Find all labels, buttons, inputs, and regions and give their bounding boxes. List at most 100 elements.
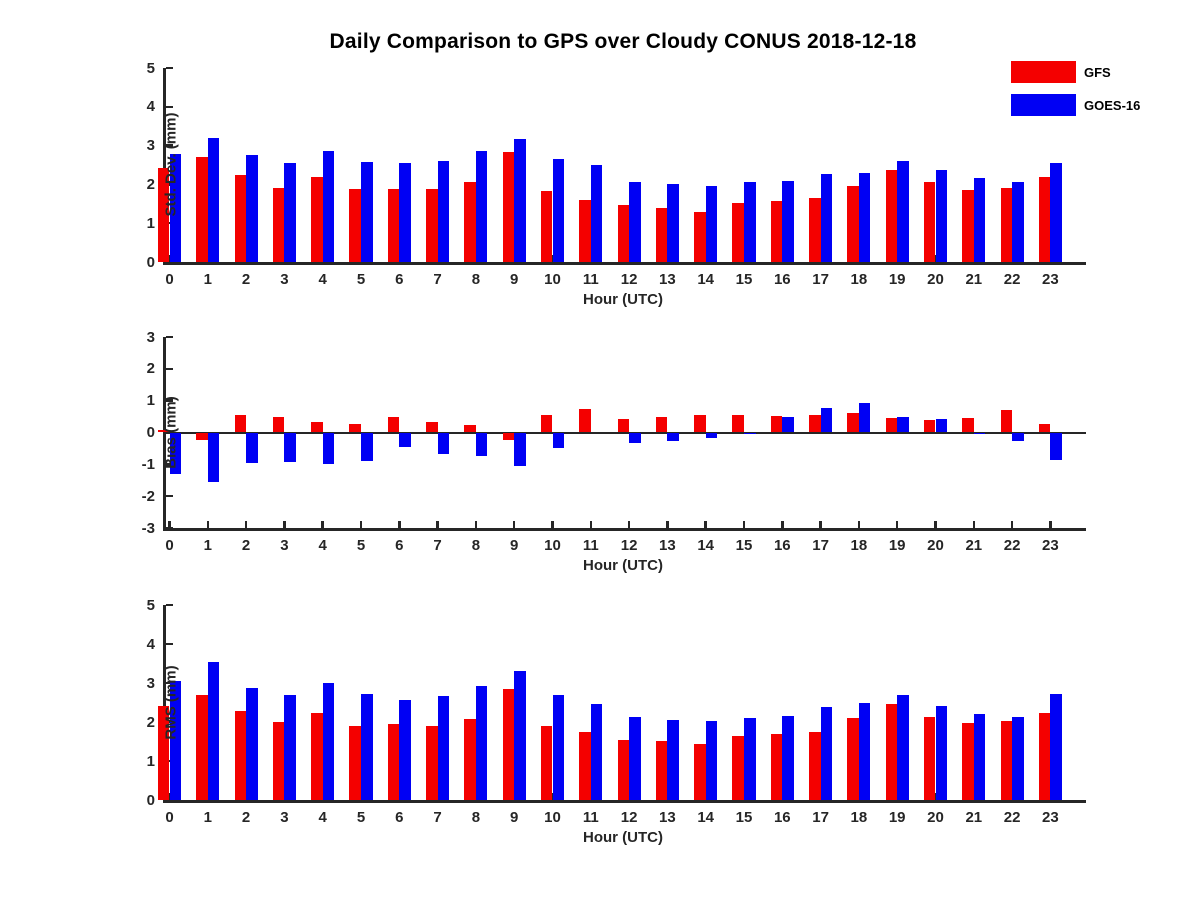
x-tick-mark <box>206 521 210 528</box>
bar-goes16-hour-21 <box>973 432 986 435</box>
bar-goes16-hour-19 <box>897 161 909 262</box>
bar-gfs-hour-10 <box>540 414 553 433</box>
x-tick-label: 19 <box>888 809 906 826</box>
bar-gfs-hour-0 <box>157 167 170 262</box>
bar-gfs-hour-5 <box>349 725 361 800</box>
bar-gfs-hour-4 <box>311 177 323 262</box>
x-tick-mark <box>742 255 746 262</box>
x-tick-mark <box>934 255 937 262</box>
x-tick-mark <box>819 255 822 262</box>
bar-gfs-hour-21 <box>962 189 974 262</box>
x-tick-mark <box>895 521 899 528</box>
bar-goes16-hour-12 <box>629 181 641 262</box>
legend-item-goes16: GOES-16 <box>1011 94 1140 116</box>
bar-goes16-hour-7 <box>437 432 450 454</box>
x-tick-mark <box>1010 255 1014 262</box>
bar-gfs-hour-20 <box>923 716 936 800</box>
x-tick-mark <box>512 255 516 262</box>
bar-goes16-hour-21 <box>973 177 986 262</box>
bar-gfs-hour-16 <box>770 734 783 800</box>
x-tick-mark <box>512 521 516 528</box>
bar-goes16-hour-23 <box>1050 693 1062 800</box>
bar-goes16-hour-1 <box>207 661 220 800</box>
y-tick-label: 1 <box>146 752 155 770</box>
bar-gfs-hour-23 <box>1038 176 1051 262</box>
bar-gfs-hour-9 <box>502 689 515 800</box>
bar-goes16-hour-11 <box>590 165 603 262</box>
y-axis-spine <box>163 68 166 265</box>
bar-gfs-hour-17 <box>809 414 821 433</box>
x-tick-mark <box>819 793 822 800</box>
bar-goes16-hour-8 <box>475 151 488 262</box>
x-tick-label: 3 <box>280 809 289 826</box>
y-tick-mark <box>165 526 173 530</box>
x-tick-label: 13 <box>659 537 676 554</box>
bar-gfs-hour-21 <box>962 723 974 800</box>
x-tick-mark <box>589 793 593 800</box>
x-tick-mark <box>589 521 593 528</box>
legend-label-gfs: GFS <box>1084 64 1111 80</box>
x-tick-label: 5 <box>356 809 366 826</box>
x-tick-mark <box>972 793 976 800</box>
bar-gfs-hour-12 <box>617 739 630 800</box>
x-tick-label: 2 <box>241 809 251 826</box>
bar-gfs-hour-8 <box>464 425 476 433</box>
bar-goes16-hour-9 <box>514 432 526 466</box>
x-tick-mark <box>781 521 784 528</box>
bar-goes16-hour-14 <box>705 432 718 438</box>
x-tick-label: 14 <box>697 537 715 554</box>
bar-gfs-hour-3 <box>272 417 285 433</box>
x-tick-mark <box>321 521 324 528</box>
y-tick-mark <box>165 798 173 802</box>
x-tick-mark <box>972 255 976 262</box>
x-tick-mark <box>436 255 439 262</box>
bar-gfs-hour-13 <box>655 741 668 800</box>
bar-goes16-hour-23 <box>1050 432 1062 461</box>
bar-goes16-hour-21 <box>973 713 986 800</box>
bar-goes16-hour-0 <box>169 154 182 262</box>
y-tick-mark <box>165 720 173 724</box>
bar-goes16-hour-2 <box>246 687 258 800</box>
x-tick-mark <box>895 255 899 262</box>
bar-goes16-hour-16 <box>782 417 794 433</box>
x-tick-label: 11 <box>582 809 599 826</box>
x-tick-mark <box>244 255 248 262</box>
y-tick-mark <box>165 367 173 371</box>
x-tick-mark <box>895 793 899 800</box>
x-tick-mark <box>474 255 478 262</box>
x-tick-label: 8 <box>471 809 481 826</box>
bar-goes16-hour-10 <box>552 694 565 800</box>
x-tick-label: 16 <box>773 537 791 554</box>
x-tick-mark <box>474 521 478 528</box>
x-tick-label: 21 <box>965 809 983 826</box>
y-tick-mark <box>165 494 173 498</box>
bar-gfs-hour-15 <box>732 736 744 800</box>
bar-gfs-hour-1 <box>196 157 208 262</box>
x-tick-mark <box>934 521 937 528</box>
bar-gfs-hour-0 <box>157 706 170 800</box>
bar-gfs-hour-6 <box>387 189 400 262</box>
x-tick-mark <box>1049 521 1052 528</box>
bar-gfs-hour-10 <box>540 190 553 262</box>
bar-goes16-hour-1 <box>207 137 220 262</box>
x-tick-label: 17 <box>812 809 829 826</box>
bar-gfs-hour-2 <box>234 711 247 800</box>
bar-goes16-hour-6 <box>399 699 411 800</box>
bar-goes16-hour-10 <box>552 158 565 262</box>
x-tick-label: 21 <box>965 537 983 554</box>
y-tick-mark <box>165 431 173 434</box>
bar-gfs-hour-15 <box>732 414 744 433</box>
bar-gfs-hour-17 <box>809 198 821 262</box>
y-axis-label: Std. Dev. (mm) <box>162 112 180 217</box>
x-tick-mark <box>244 793 248 800</box>
bar-goes16-hour-11 <box>590 704 603 800</box>
x-axis-label: Hour (UTC) <box>583 829 663 846</box>
x-tick-mark <box>972 521 976 528</box>
bar-gfs-hour-9 <box>502 432 515 440</box>
bar-gfs-hour-13 <box>655 207 668 262</box>
x-tick-label: 14 <box>697 271 715 288</box>
bar-goes16-hour-6 <box>399 162 411 262</box>
x-tick-label: 4 <box>318 537 327 554</box>
y-tick-label: 2 <box>146 175 155 193</box>
